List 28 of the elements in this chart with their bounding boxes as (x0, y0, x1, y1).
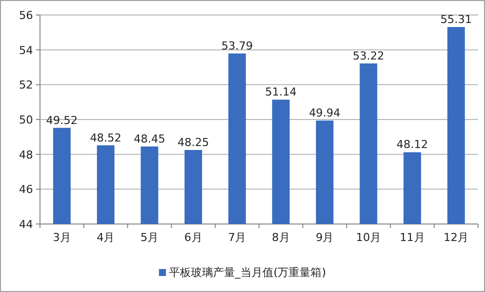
data-label: 48.12 (396, 138, 428, 152)
x-tick-label: 11月 (400, 231, 425, 244)
data-label: 51.14 (265, 86, 297, 99)
data-label: 48.45 (134, 132, 166, 146)
x-tick-label: 9月 (316, 231, 334, 244)
x-tick-label: 4月 (96, 231, 115, 244)
y-tick-label: 52 (19, 78, 33, 92)
y-tick-label: 50 (19, 114, 33, 126)
y-tick-label: 56 (19, 9, 33, 22)
data-label: 53.79 (221, 39, 253, 52)
data-label: 55.31 (440, 13, 472, 26)
data-label: 53.22 (352, 49, 384, 62)
x-tick-label: 3月 (52, 231, 71, 244)
x-tick-label: 8月 (272, 231, 290, 244)
data-label: 49.94 (308, 106, 340, 120)
legend-label: 平板玻璃产量_当月值(万重量箱) (168, 266, 326, 279)
data-label: 48.52 (90, 131, 122, 144)
x-tick-label: 10月 (356, 231, 381, 244)
y-tick-label: 46 (19, 183, 33, 196)
y-tick-label: 54 (19, 44, 33, 57)
data-label: 49.52 (46, 114, 78, 127)
y-tick-label: 48 (19, 148, 33, 162)
x-tick-label: 7月 (228, 231, 246, 244)
x-tick-label: 12月 (444, 231, 469, 244)
data-label: 48.25 (178, 136, 210, 149)
y-tick-label: 44 (19, 218, 33, 231)
x-tick-label: 6月 (184, 231, 202, 244)
x-tick-label: 5月 (140, 231, 158, 244)
